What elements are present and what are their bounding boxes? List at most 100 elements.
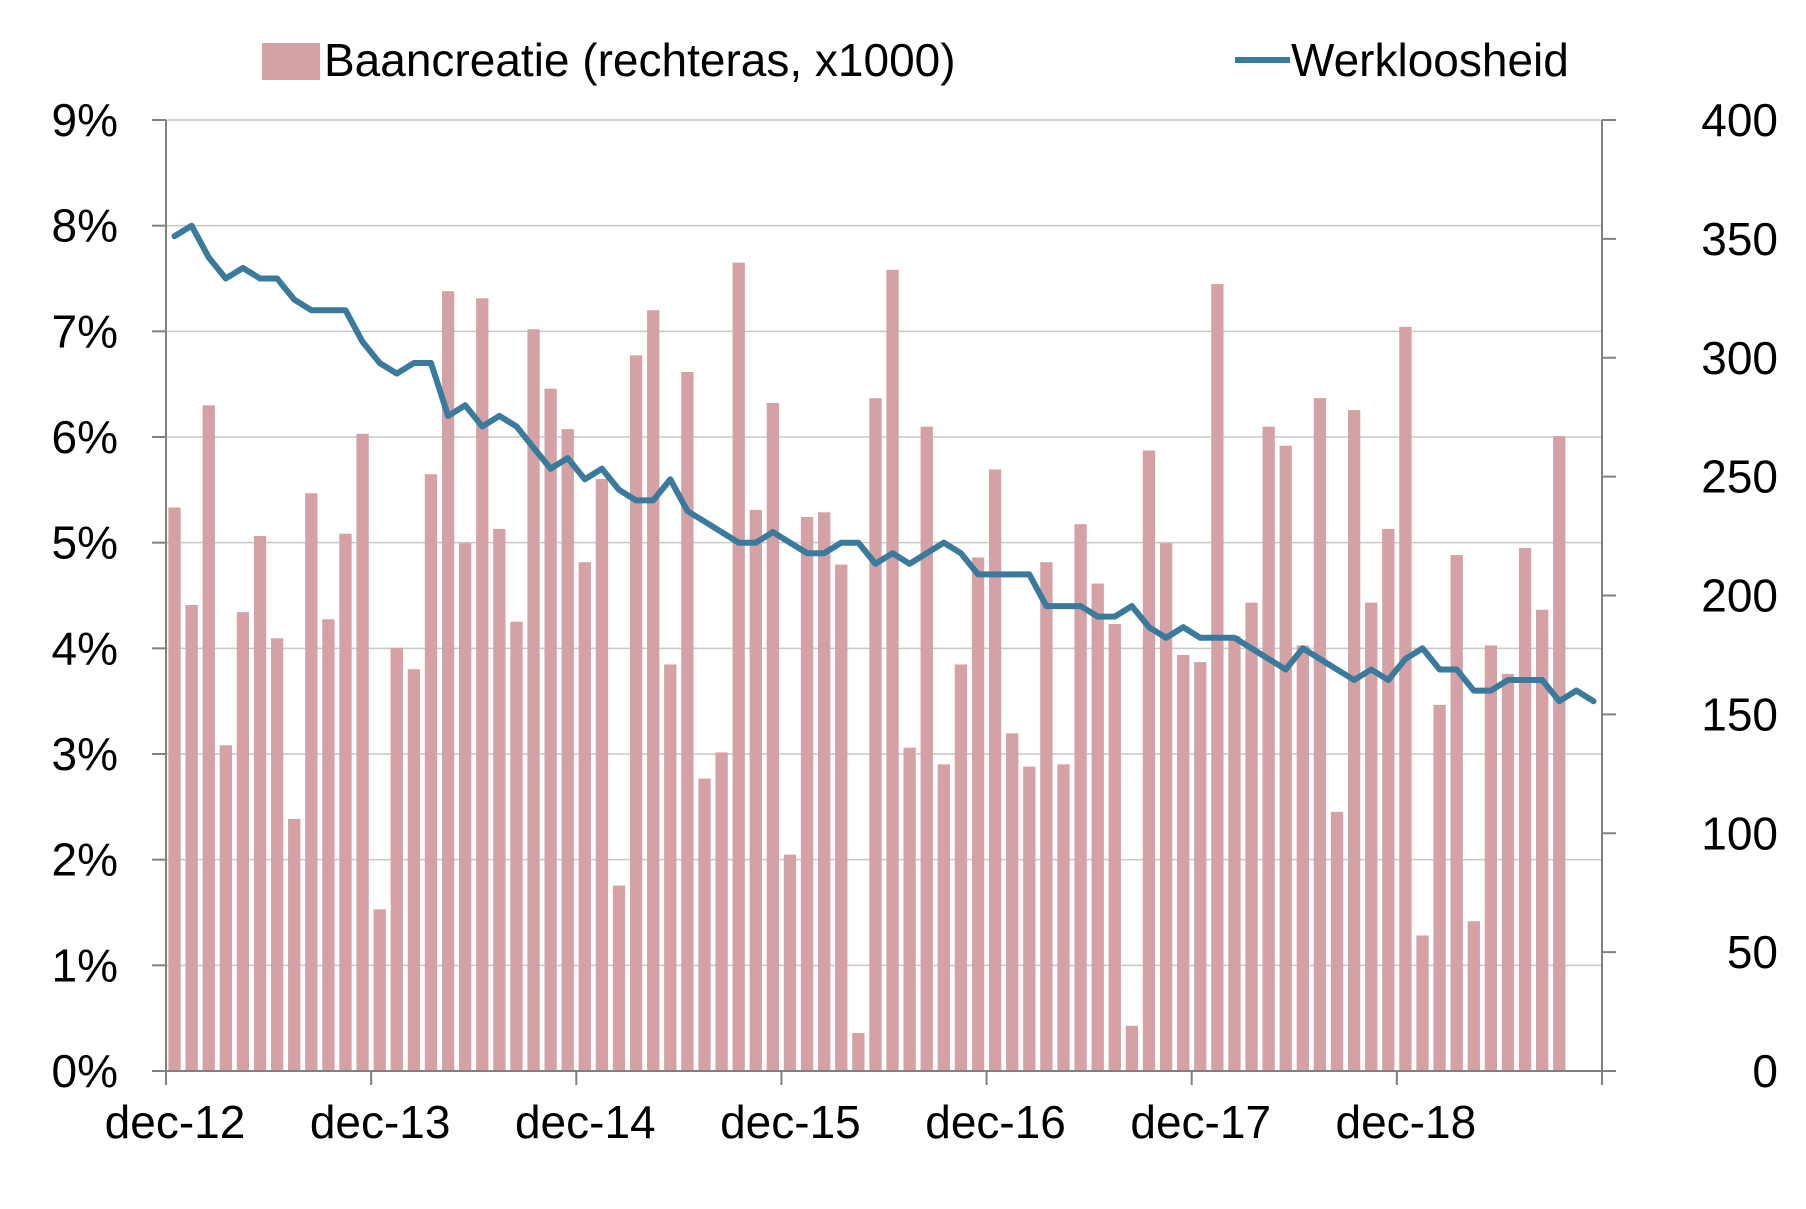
bar — [647, 310, 660, 1071]
bar — [1177, 654, 1190, 1071]
bar — [476, 298, 489, 1071]
bar — [1125, 1025, 1139, 1071]
bar — [544, 388, 557, 1072]
bar — [1347, 410, 1361, 1071]
x-tick-label: dec-18 — [1336, 1096, 1477, 1148]
bar — [390, 647, 403, 1071]
bar — [270, 638, 284, 1071]
bar — [493, 528, 506, 1071]
axes: 0% 1% 2% 3% 4% 5% 6% 7% 8% 9% 0 50 100 150 200 250 300 35… — [52, 94, 1778, 1148]
bar — [219, 745, 232, 1071]
bar — [561, 429, 574, 1071]
bar — [1074, 524, 1087, 1071]
left-tick-label: 9% — [52, 94, 118, 146]
bar — [1416, 935, 1429, 1071]
bar — [1518, 547, 1532, 1071]
left-tick-label: 7% — [52, 305, 118, 357]
bar — [698, 778, 711, 1071]
bar — [373, 909, 386, 1071]
bar — [459, 543, 472, 1071]
bar — [1023, 766, 1036, 1071]
bar — [749, 509, 762, 1071]
left-tick-label: 1% — [52, 939, 118, 991]
bar — [407, 669, 421, 1071]
bar — [920, 426, 933, 1071]
bar — [1382, 528, 1395, 1071]
bar — [1228, 635, 1241, 1071]
x-tick-label: dec-14 — [515, 1096, 656, 1148]
x-tick-label: dec-15 — [720, 1096, 861, 1148]
bar — [1245, 602, 1258, 1071]
bar — [886, 269, 899, 1072]
x-tick-label: dec-13 — [310, 1096, 451, 1148]
bar — [578, 562, 591, 1071]
right-tick-label: 100 — [1701, 807, 1778, 859]
bar — [1553, 436, 1566, 1071]
bar — [681, 372, 694, 1071]
x-tick-label: dec-17 — [1130, 1096, 1271, 1148]
right-tick-label: 50 — [1727, 926, 1778, 978]
left-tick-label: 5% — [52, 517, 118, 569]
x-tick-label: dec-16 — [925, 1096, 1066, 1148]
bar — [971, 557, 985, 1071]
bar — [612, 885, 626, 1071]
right-tick-label: 250 — [1701, 451, 1778, 503]
bar — [1399, 326, 1412, 1071]
bar — [937, 764, 950, 1071]
bar — [1262, 426, 1275, 1071]
bar — [1330, 811, 1344, 1071]
bar — [185, 605, 198, 1071]
unemployment-line — [171, 222, 1597, 705]
bar — [1484, 645, 1498, 1071]
bar — [527, 329, 540, 1072]
bar — [1279, 445, 1292, 1071]
left-tick-label: 6% — [52, 411, 118, 463]
bar — [305, 493, 318, 1072]
left-tick-label: 3% — [52, 728, 118, 780]
right-tick-label: 150 — [1701, 688, 1778, 740]
bar — [954, 664, 968, 1071]
bar — [1313, 398, 1327, 1072]
bar — [1501, 673, 1515, 1071]
bar — [852, 1032, 865, 1071]
bar — [1006, 733, 1019, 1071]
bar — [1040, 562, 1053, 1071]
bar — [253, 536, 267, 1071]
left-tick-label: 4% — [52, 622, 118, 674]
bar — [783, 854, 797, 1071]
bar — [835, 564, 848, 1071]
right-tick-label: 350 — [1701, 213, 1778, 265]
bar — [202, 405, 215, 1071]
bar — [1159, 543, 1173, 1071]
bar — [1467, 921, 1480, 1071]
x-tick-label: dec-12 — [105, 1096, 246, 1148]
bar — [766, 402, 780, 1071]
bar — [236, 612, 250, 1071]
bar — [168, 507, 181, 1072]
gridlines — [166, 119, 1602, 967]
bar — [1365, 602, 1378, 1071]
legend-bar-swatch — [262, 43, 320, 80]
bar — [339, 533, 352, 1071]
right-tick-label: 400 — [1701, 94, 1778, 146]
bar-series — [168, 262, 1566, 1072]
legend: Baancreatie (rechteras, x1000) Werkloosh… — [262, 34, 1569, 86]
bar — [869, 398, 882, 1072]
bar — [1057, 764, 1070, 1071]
bar — [988, 469, 1002, 1071]
bar — [1091, 583, 1104, 1071]
bar — [818, 512, 831, 1071]
bar — [1536, 609, 1549, 1071]
right-tick-label: 0 — [1752, 1045, 1778, 1097]
bar — [322, 619, 335, 1071]
bar — [424, 474, 438, 1071]
right-tick-label: 200 — [1701, 570, 1778, 622]
bar — [732, 262, 745, 1071]
bar — [1194, 662, 1207, 1071]
bar — [903, 747, 916, 1071]
bar — [715, 752, 728, 1071]
bar — [1142, 450, 1156, 1071]
bar — [664, 664, 677, 1071]
bar — [510, 621, 523, 1071]
